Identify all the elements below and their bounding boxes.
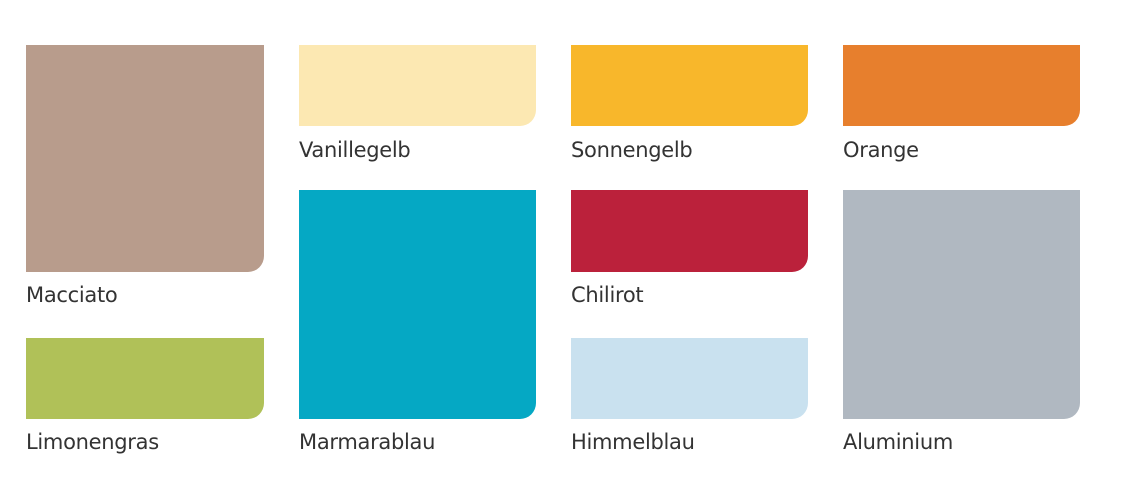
- label-chilirot: Chilirot: [571, 283, 644, 307]
- swatch-limonengras: [26, 338, 264, 419]
- label-macciato: Macciato: [26, 283, 118, 307]
- swatch-chilirot: [571, 190, 808, 272]
- label-limonengras: Limonengras: [26, 430, 159, 454]
- label-sonnengelb: Sonnengelb: [571, 138, 693, 162]
- swatch-macciato: [26, 45, 264, 272]
- label-himmelblau: Himmelblau: [571, 430, 695, 454]
- swatch-himmelblau: [571, 338, 808, 419]
- label-orange: Orange: [843, 138, 919, 162]
- swatch-marmarablau: [299, 190, 536, 419]
- swatch-sonnengelb: [571, 45, 808, 126]
- swatch-orange: [843, 45, 1080, 126]
- label-vanillegelb: Vanillegelb: [299, 138, 411, 162]
- label-aluminium: Aluminium: [843, 430, 954, 454]
- label-marmarablau: Marmarablau: [299, 430, 436, 454]
- swatch-vanillegelb: [299, 45, 536, 126]
- swatch-aluminium: [843, 190, 1080, 419]
